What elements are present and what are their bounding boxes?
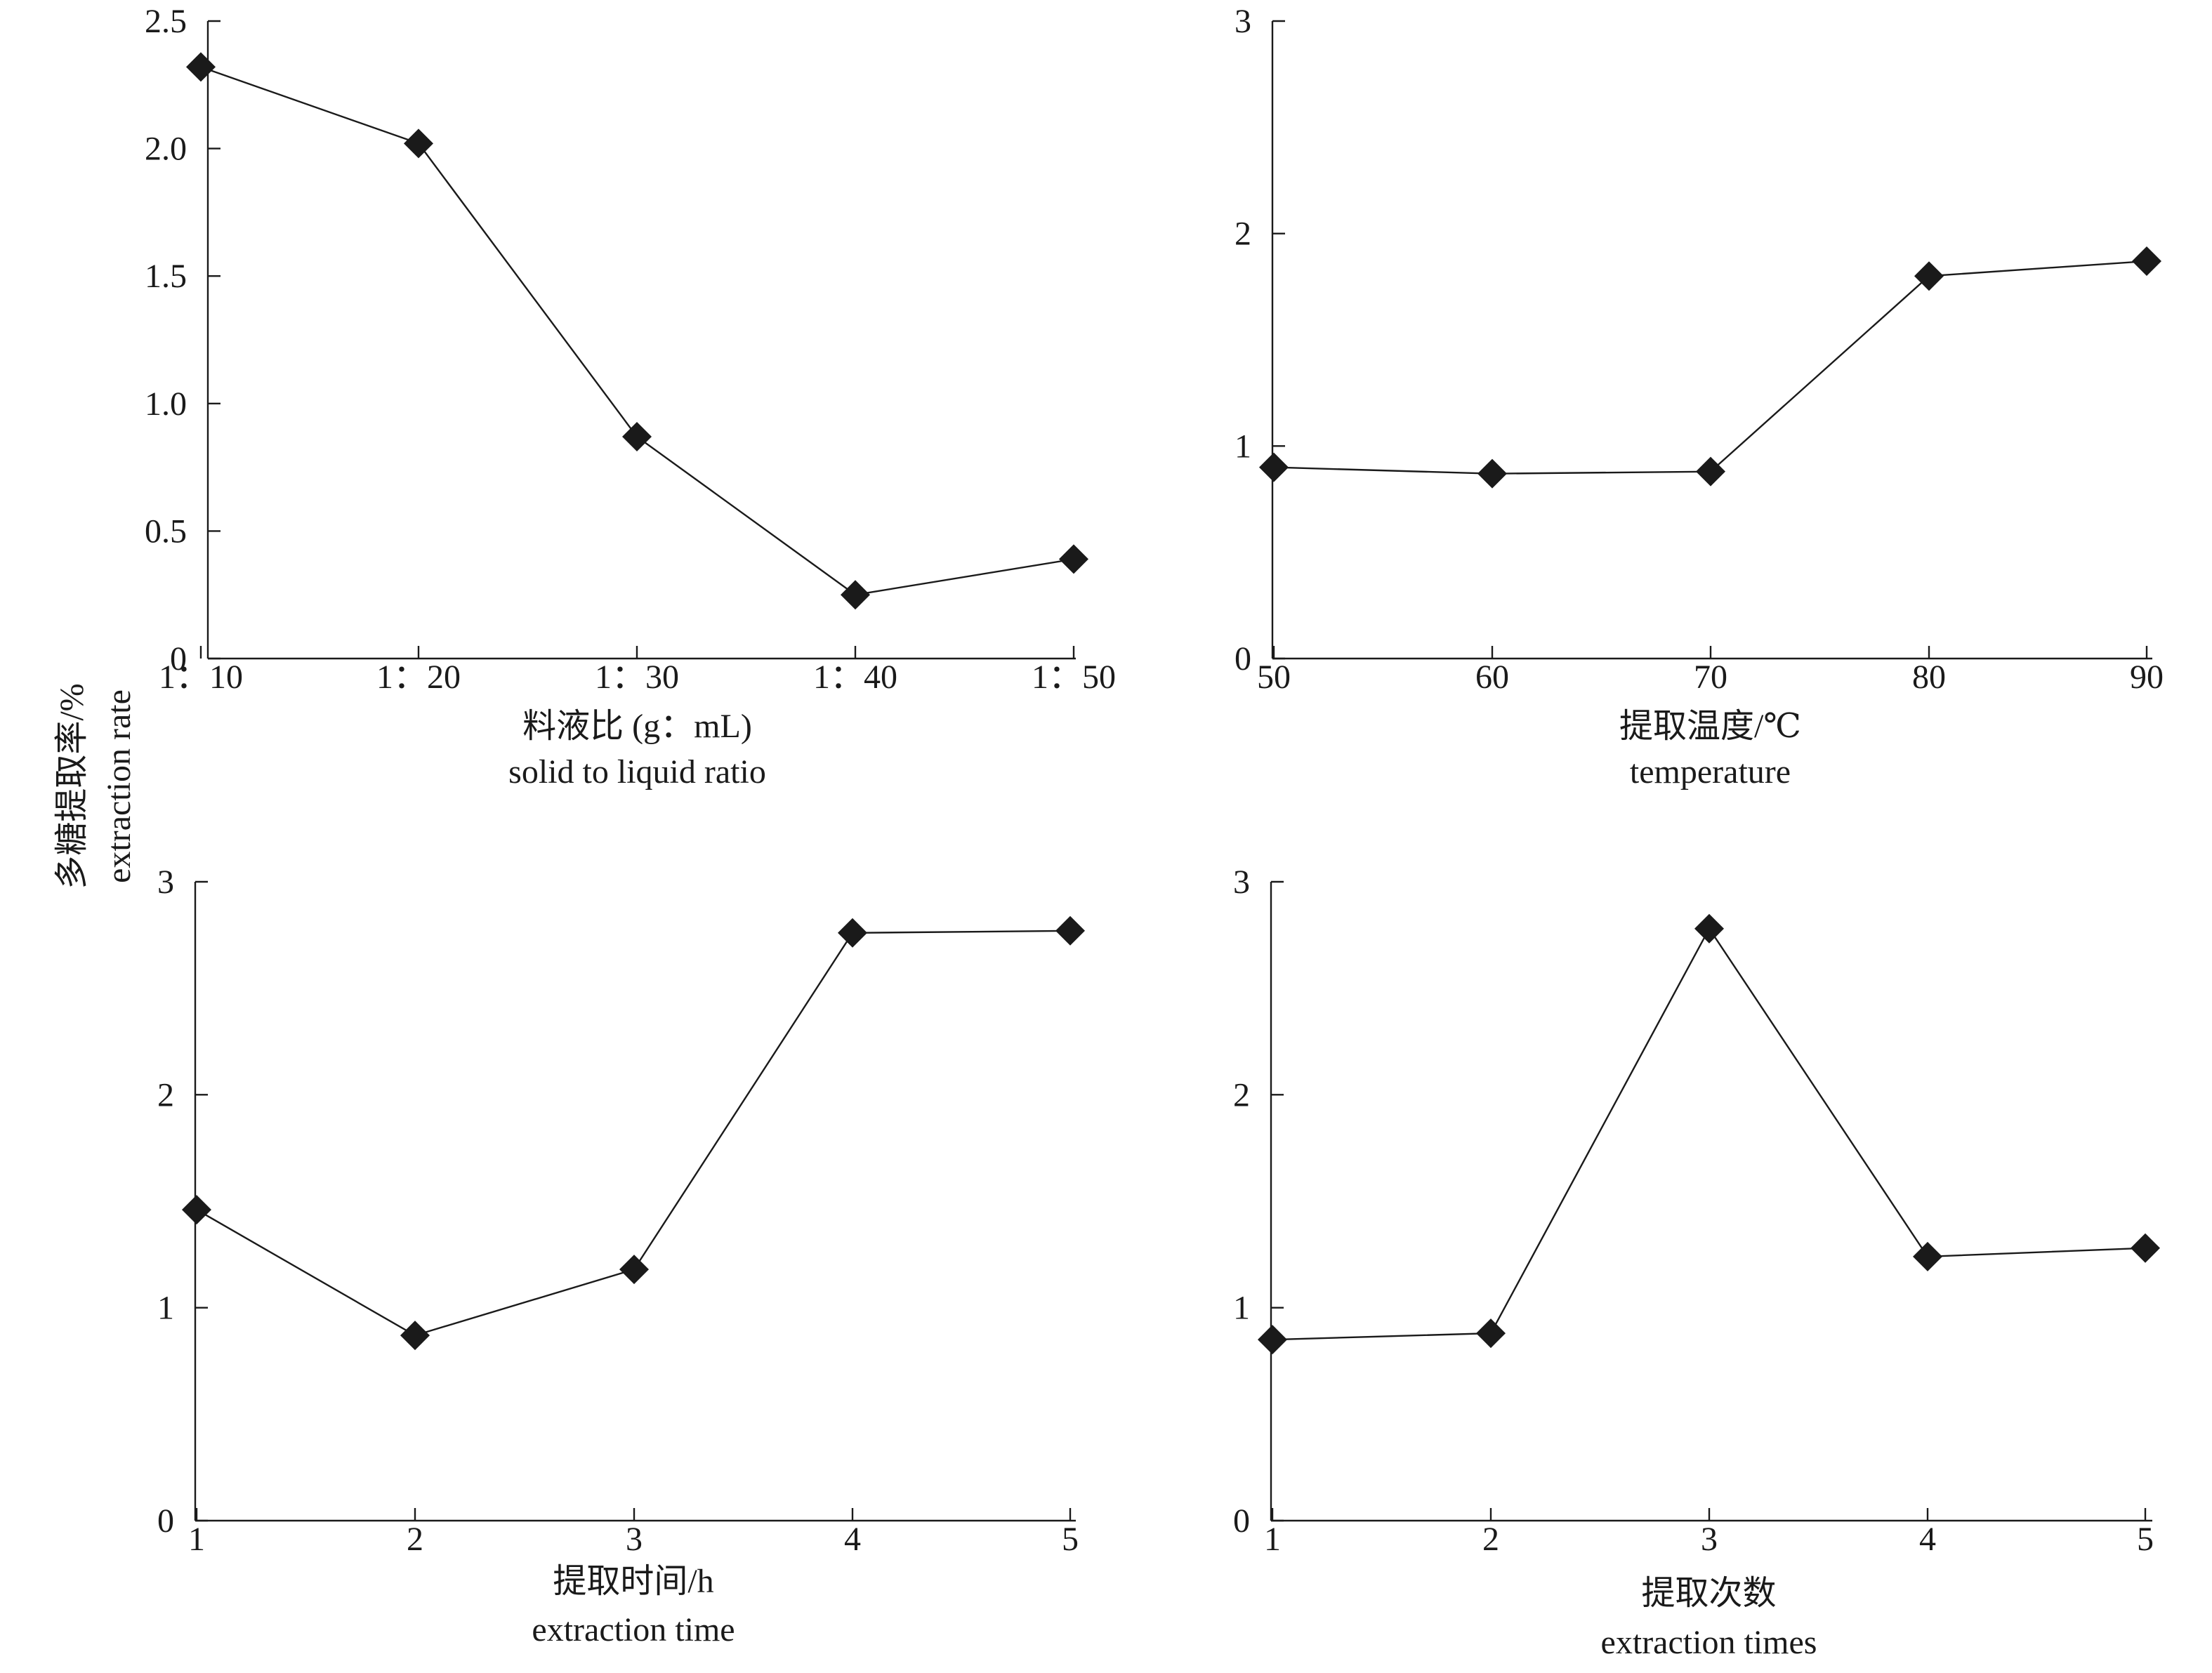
data-point-diamond <box>1258 1325 1287 1355</box>
x-tick-label: 1：30 <box>595 659 679 696</box>
y-tick-label: 2 <box>157 1076 174 1113</box>
x-axis-label-en: extraction times <box>1601 1624 1817 1661</box>
x-tick-label: 1：40 <box>813 659 897 696</box>
data-point-diamond <box>400 1321 430 1351</box>
data-point-diamond <box>619 1255 649 1285</box>
x-tick-label: 3 <box>626 1521 643 1558</box>
chart-panel-1: 0 0.5 1.0 1.5 2.0 2.5 1：10 1：20 1：30 1：40 1：50 料液比 … <box>145 3 1116 791</box>
y-tick-label: 2 <box>1233 1076 1250 1113</box>
data-point-diamond <box>1913 1241 1942 1271</box>
x-tick-label: 1 <box>1264 1521 1281 1558</box>
x-tick-label: 4 <box>844 1521 861 1558</box>
data-point-diamond <box>1055 915 1085 946</box>
y-tick-label: 3 <box>1233 864 1250 901</box>
x-tick-label: 90 <box>2130 659 2164 696</box>
x-axis-label-en: temperature <box>1630 753 1791 791</box>
x-tick-label: 80 <box>1912 659 1946 696</box>
series-line <box>200 66 1074 596</box>
series-line <box>1273 260 2147 475</box>
x-tick-label: 3 <box>1701 1521 1718 1558</box>
chart-panels: 0 0.5 1.0 1.5 2.0 2.5 1：10 1：20 1：30 1：40 1：50 料液比 … <box>145 3 2164 1661</box>
data-point-diamond <box>2131 1233 2160 1263</box>
x-tick-label: 2 <box>1482 1521 1499 1558</box>
y-tick-label: 1 <box>1235 428 1251 465</box>
y-tick-label: 2.5 <box>145 3 187 40</box>
y-axis-label-en: extraction rate <box>100 689 138 883</box>
data-point-diamond <box>622 422 652 452</box>
data-point-diamond <box>838 918 867 948</box>
x-tick-label: 1 <box>188 1521 205 1558</box>
data-point-diamond <box>1696 456 1725 487</box>
x-tick-label: 5 <box>2137 1521 2154 1558</box>
data-point-diamond <box>2132 246 2161 277</box>
y-tick-label: 0 <box>157 1502 174 1540</box>
y-tick-label: 3 <box>157 864 174 901</box>
data-point-diamond <box>182 1195 211 1225</box>
data-point-diamond <box>1477 458 1507 489</box>
data-point-diamond <box>1694 913 1724 944</box>
x-tick-label: 5 <box>1062 1521 1079 1558</box>
x-axis-label-cn: 料液比 (g：mL) <box>522 708 752 745</box>
y-tick-label: 3 <box>1235 3 1251 40</box>
x-tick-label: 2 <box>407 1521 423 1558</box>
x-tick-label: 70 <box>1694 659 1727 696</box>
y-tick-label: 1.5 <box>145 258 187 295</box>
x-axis-label-cn: 提取温度/℃ <box>1619 708 1801 745</box>
x-tick-label: 50 <box>1257 659 1291 696</box>
y-tick-label: 0.5 <box>145 513 187 550</box>
x-tick-label: 1：10 <box>159 659 243 696</box>
data-point-diamond <box>1476 1318 1506 1349</box>
x-tick-label: 1：20 <box>376 659 461 696</box>
x-axis-label-cn: 提取时间/h <box>553 1563 713 1600</box>
x-tick-label: 1：50 <box>1032 659 1116 696</box>
chart-panel-2: 0 1 2 3 50 60 70 80 90 提取温度/℃ temperature <box>1235 3 2164 791</box>
data-point-diamond <box>841 580 870 610</box>
x-axis-label-en: extraction time <box>532 1611 735 1648</box>
x-tick-label: 60 <box>1475 659 1509 696</box>
data-point-diamond <box>1059 544 1088 574</box>
y-axis-label-cn: 多糖提取率/% <box>53 683 91 889</box>
y-tick-label: 1 <box>1233 1290 1250 1327</box>
x-axis-label-cn: 提取次数 <box>1641 1575 1776 1612</box>
data-point-diamond <box>1914 261 1944 291</box>
data-point-diamond <box>186 52 216 82</box>
y-tick-label: 0 <box>1235 640 1251 677</box>
y-tick-label: 1 <box>157 1290 174 1327</box>
x-tick-label: 4 <box>1919 1521 1936 1558</box>
data-point-diamond <box>1259 452 1289 482</box>
data-point-diamond <box>404 128 433 159</box>
y-tick-label: 1.0 <box>145 385 187 423</box>
y-tick-label: 0 <box>1233 1502 1250 1540</box>
y-tick-label: 0 <box>170 640 187 677</box>
series-line <box>1272 927 2146 1341</box>
x-axis-label-en: solid to liquid ratio <box>508 753 766 791</box>
y-tick-label: 2.0 <box>145 131 187 168</box>
y-tick-label: 2 <box>1235 216 1251 253</box>
